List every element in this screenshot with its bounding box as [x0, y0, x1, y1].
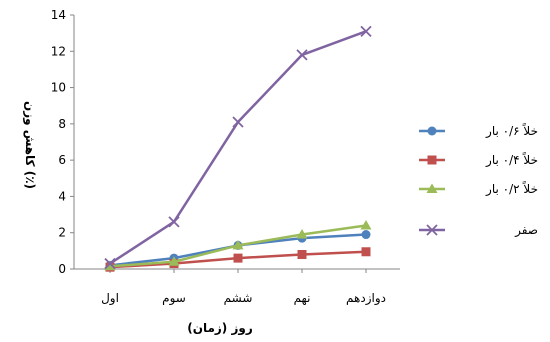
legend-label: خلاً ۰/۶ بار: [485, 123, 538, 139]
series-3: [104, 219, 372, 271]
x-tick-label: دوازدهم: [346, 291, 386, 306]
x-tick-label: ششم: [224, 291, 253, 305]
x-tick-label: نهم: [294, 291, 311, 305]
y-tick-label: 6: [58, 153, 66, 167]
legend-label: خلاً ۰/۴ بار: [485, 152, 538, 168]
legend-item: خلاً ۰/۴ بار: [419, 152, 538, 168]
y-tick-label: 10: [51, 81, 66, 95]
data-point: [297, 249, 307, 259]
data-point: [233, 253, 243, 263]
data-point: [232, 116, 244, 128]
legend-marker: [427, 155, 437, 165]
data-point: [360, 25, 372, 37]
legend-item: صفر: [419, 223, 538, 238]
legend-marker: [427, 126, 437, 136]
data-point: [232, 239, 244, 250]
series-line: [109, 30, 367, 265]
y-tick-label: 14: [51, 8, 66, 22]
data-point: [361, 230, 371, 240]
data-point: [361, 247, 371, 257]
data-point: [104, 257, 116, 270]
legend-label: صفر: [514, 223, 538, 238]
series-2: [105, 247, 371, 272]
legend: خلاً ۰/۶ بار خلاً ۰/۴ بار خلاً ۰/۲ بار صفر: [419, 123, 538, 238]
y-tick-label: 8: [58, 117, 66, 131]
legend-marker: [426, 224, 438, 236]
y-axis-label: کاهش وزن (٪): [22, 101, 37, 189]
series-layer: [104, 25, 372, 272]
legend-item: خلاً ۰/۶ بار: [419, 123, 538, 139]
data-point: [296, 229, 308, 239]
y-tick-label: 4: [58, 189, 66, 203]
series-4: [104, 25, 372, 270]
y-tick-label: 2: [58, 226, 66, 240]
x-tick-label: اول: [101, 291, 119, 306]
y-tick-label: 0: [58, 262, 66, 276]
legend-marker: [426, 183, 438, 193]
data-point: [104, 260, 116, 271]
legend-item: خلاً ۰/۲ بار: [419, 181, 538, 197]
legend-label: خلاً ۰/۲ بار: [485, 181, 538, 197]
data-point: [168, 256, 180, 266]
x-axis-label: روز (زمان): [187, 321, 253, 336]
x-tick-label: سوم: [162, 291, 186, 306]
y-tick-label: 12: [51, 44, 66, 58]
data-point: [360, 219, 372, 230]
data-point: [168, 216, 180, 228]
data-point: [296, 49, 308, 61]
axes: 0 2 4 6 8 10 12 14 اول سوم ششم نهم دوازدهم: [51, 8, 400, 306]
